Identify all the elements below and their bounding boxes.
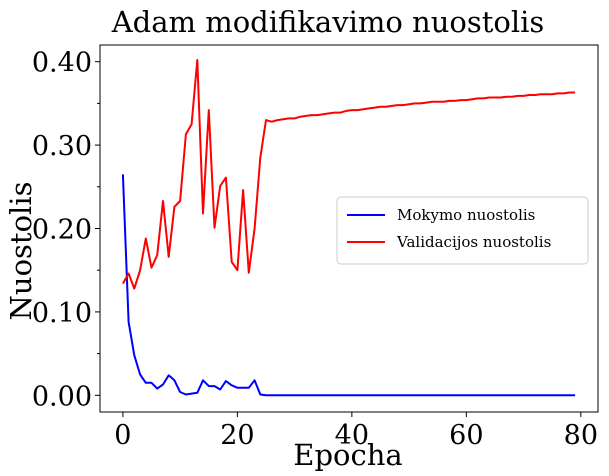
legend-box xyxy=(336,196,589,265)
legend-label: Validacijos nuostolis xyxy=(396,233,551,251)
y-tick-label: 0.30 xyxy=(32,131,92,162)
x-tick-label: 80 xyxy=(564,420,598,451)
y-tick-label: 0.00 xyxy=(32,381,92,412)
legend-label: Mokymo nuostolis xyxy=(397,206,535,224)
y-tick-label: 0.20 xyxy=(32,215,92,246)
x-tick-label: 60 xyxy=(449,420,483,451)
axis-ticks: 0 20 40 60 80 0.00 0.10 0.20 0.30 0.40 xyxy=(32,48,598,451)
legend: Mokymo nuostolis Validacijos nuostolis xyxy=(336,196,589,265)
chart-title: Adam modifikavimo nuostolis xyxy=(111,5,545,39)
x-tick-label: 0 xyxy=(114,420,131,451)
series-line-training-loss xyxy=(121,174,576,397)
y-axis-label: Nuostolis xyxy=(4,182,38,321)
y-tick-label: 0.10 xyxy=(32,298,92,329)
series-line-validation-loss xyxy=(122,59,576,290)
x-tick-label: 40 xyxy=(335,420,369,451)
y-tick-label: 0.40 xyxy=(32,48,92,79)
x-axis-label: Epocha xyxy=(293,438,402,472)
plot-content xyxy=(121,59,576,397)
x-tick-label: 20 xyxy=(220,420,254,451)
